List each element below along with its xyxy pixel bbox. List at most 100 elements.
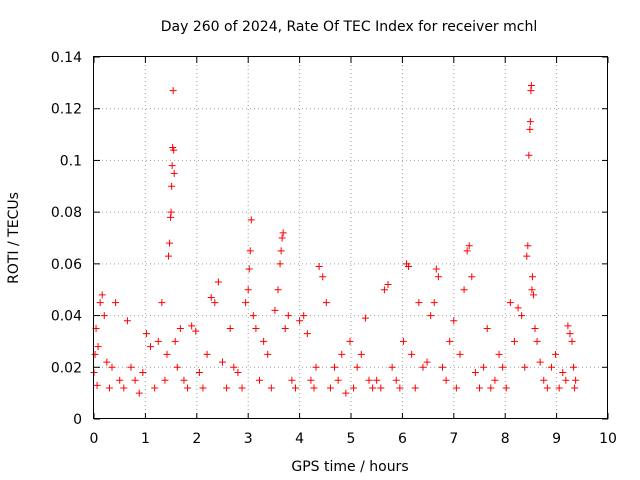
chart-title: Day 260 of 2024, Rate Of TEC Index for r… <box>161 19 537 35</box>
data-point <box>234 368 242 376</box>
x-axis-ticks: 0 1 2 3 4 5 6 7 8 9 10 <box>90 57 617 447</box>
y-axis-label: ROTI / TECUs <box>6 192 22 284</box>
data-point <box>331 363 339 371</box>
data-point <box>278 234 286 242</box>
x-tick-label: 1 <box>141 431 150 447</box>
data-point <box>315 262 323 270</box>
data-point <box>446 337 454 345</box>
data-point <box>483 325 491 332</box>
data-point <box>281 325 289 332</box>
data-point <box>300 312 308 320</box>
data-point <box>163 350 171 358</box>
data-point <box>151 384 159 392</box>
y-tick-label: 0.08 <box>51 205 82 221</box>
data-point <box>408 350 416 358</box>
data-point <box>353 363 361 371</box>
x-tick-label: 7 <box>449 431 458 447</box>
data-point <box>552 350 560 358</box>
data-point <box>192 327 200 335</box>
data-point <box>319 273 327 281</box>
x-tick-label: 0 <box>90 431 99 447</box>
data-point <box>450 317 458 325</box>
data-point <box>423 358 431 366</box>
data-point <box>166 239 174 247</box>
data-point <box>540 376 548 384</box>
data-point <box>434 273 442 281</box>
data-point <box>373 376 381 384</box>
y-tick-label: 0.1 <box>60 153 82 169</box>
data-point <box>168 182 176 190</box>
data-point <box>495 350 503 358</box>
data-points <box>90 81 580 397</box>
data-point <box>463 247 471 255</box>
data-point <box>142 330 150 338</box>
data-point <box>244 286 252 294</box>
data-point <box>527 87 535 95</box>
data-point <box>480 363 488 371</box>
y-tick-label: 0 <box>73 412 82 428</box>
x-tick-label: 5 <box>347 431 356 447</box>
data-point <box>570 363 578 371</box>
data-point <box>271 306 279 314</box>
data-point <box>158 299 166 307</box>
data-point <box>267 384 275 392</box>
data-point <box>277 247 285 255</box>
data-point <box>203 350 211 358</box>
data-point <box>346 337 354 345</box>
data-point <box>116 376 124 384</box>
data-point <box>361 314 369 322</box>
data-point <box>100 312 108 320</box>
data-point <box>432 265 440 273</box>
y-tick-label: 0.04 <box>51 309 82 325</box>
data-point <box>369 384 377 392</box>
data-point <box>564 322 572 330</box>
plot-frame <box>93 56 608 419</box>
data-point <box>112 299 120 307</box>
y-tick-label: 0.06 <box>51 257 82 273</box>
data-point <box>456 350 464 358</box>
data-point <box>529 291 537 299</box>
data-point <box>506 299 514 307</box>
data-point <box>536 358 544 366</box>
data-point <box>94 343 102 351</box>
data-point <box>91 350 99 358</box>
data-point <box>405 262 413 270</box>
data-point <box>384 281 392 289</box>
x-tick-label: 9 <box>552 431 561 447</box>
data-point <box>276 260 284 268</box>
data-point <box>207 293 215 301</box>
grid-lines <box>94 57 608 419</box>
data-point <box>223 384 231 392</box>
data-point <box>312 363 320 371</box>
data-point <box>524 242 532 250</box>
x-tick-label: 10 <box>599 431 617 447</box>
data-point <box>120 384 128 392</box>
data-point <box>527 81 535 89</box>
data-point <box>288 376 296 384</box>
data-point <box>533 337 541 345</box>
data-point <box>245 265 253 273</box>
data-point <box>230 363 238 371</box>
x-tick-label: 2 <box>192 431 201 447</box>
data-point <box>108 363 116 371</box>
x-tick-label: 3 <box>244 431 253 447</box>
data-point <box>256 376 264 384</box>
data-point <box>170 146 178 154</box>
data-point <box>571 384 579 392</box>
data-point <box>531 325 539 332</box>
x-tick-label: 4 <box>295 431 304 447</box>
data-point <box>161 376 169 384</box>
data-point <box>139 368 147 376</box>
data-point <box>219 358 226 366</box>
data-point <box>568 337 576 345</box>
data-point <box>377 384 385 392</box>
data-point <box>188 322 196 330</box>
data-point <box>147 343 155 351</box>
data-point <box>543 384 551 392</box>
data-point <box>226 325 234 332</box>
data-point <box>105 384 113 392</box>
data-point <box>307 376 315 384</box>
data-point <box>342 389 350 397</box>
data-point <box>487 384 495 392</box>
